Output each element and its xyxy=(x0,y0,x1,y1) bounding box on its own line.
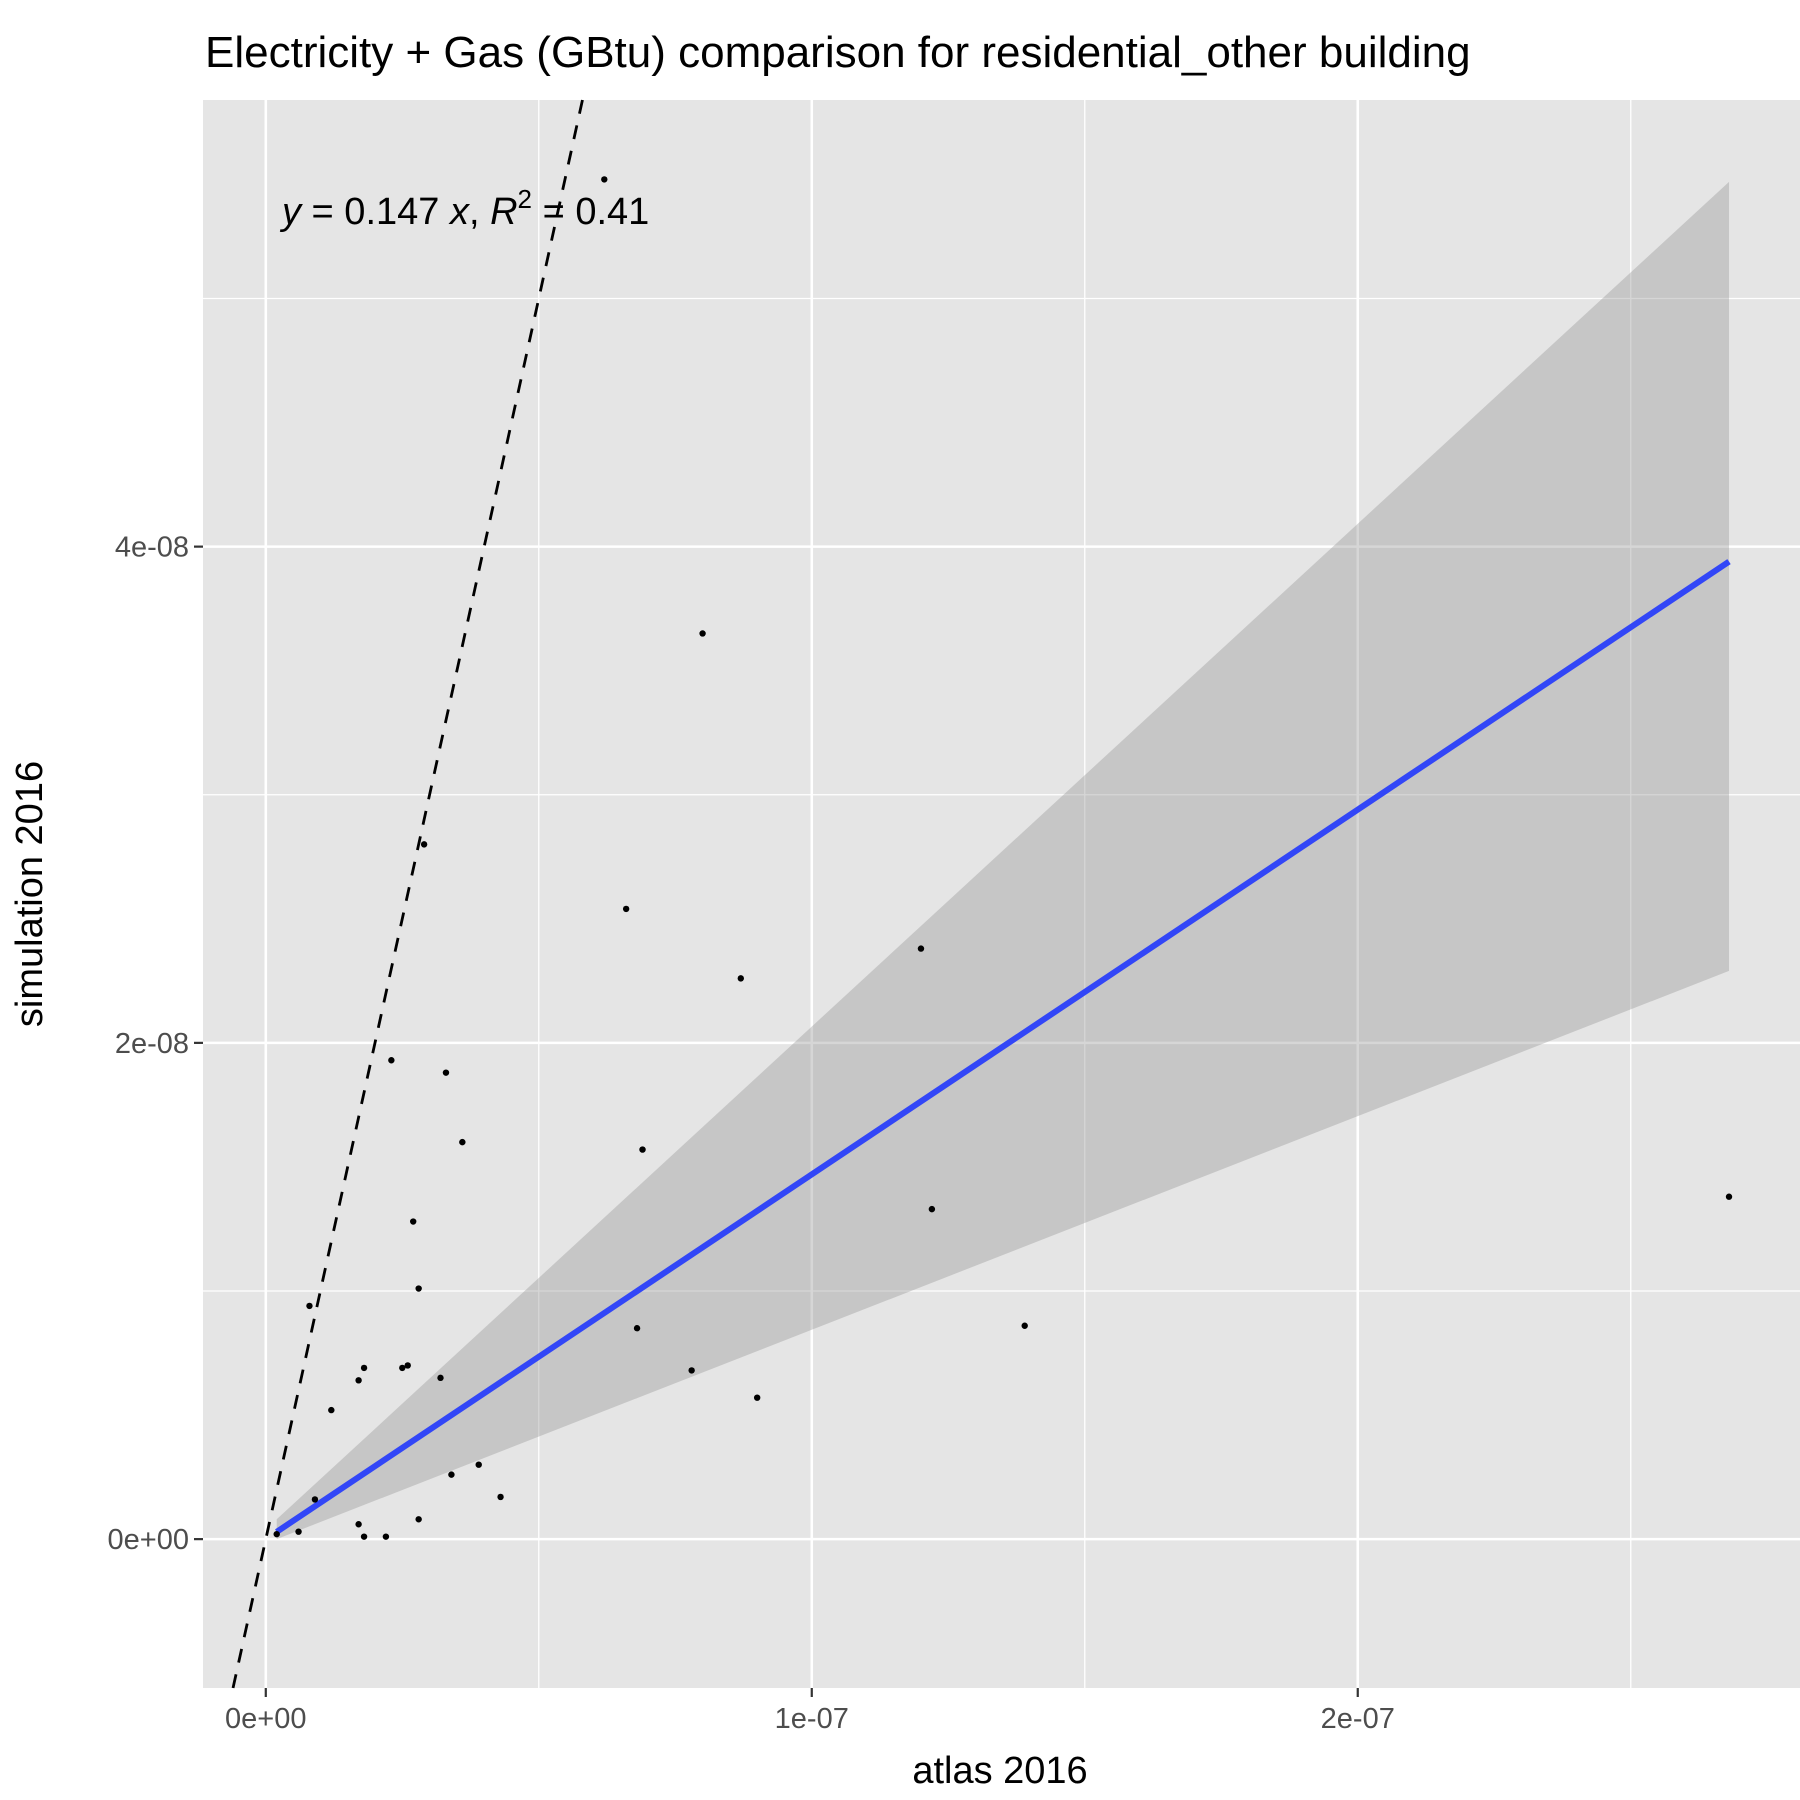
confidence-band xyxy=(276,181,1730,1540)
y-tick-label: 0e+00 xyxy=(108,1524,189,1556)
data-point xyxy=(917,945,925,952)
data-point xyxy=(497,1493,504,1501)
data-point xyxy=(410,1218,417,1225)
identity-line-layer xyxy=(231,99,584,1689)
data-point xyxy=(601,176,608,183)
data-point xyxy=(928,1205,936,1213)
confidence-band-layer xyxy=(276,181,1730,1540)
data-point xyxy=(448,1471,455,1478)
annotation-r: R xyxy=(490,191,517,233)
data-point xyxy=(442,1069,450,1076)
data-point xyxy=(688,1367,695,1374)
annotation-comma: , xyxy=(469,191,490,233)
annotation-y: y xyxy=(279,191,303,233)
x-tick-label: 1e-07 xyxy=(775,1703,849,1735)
data-point xyxy=(753,1394,761,1401)
data-point xyxy=(311,1496,319,1503)
data-point xyxy=(404,1362,411,1369)
data-point xyxy=(622,905,630,913)
grid-lines xyxy=(203,100,1800,1688)
axis-ticks: 0e+00 1e-07 2e-07 0e+00 2e-08 4e-08 xyxy=(108,532,1395,1735)
data-point xyxy=(699,630,706,637)
y-axis-title: simulation 2016 xyxy=(9,761,51,1027)
data-point xyxy=(306,1302,313,1310)
data-point xyxy=(639,1146,646,1153)
data-point xyxy=(737,975,744,982)
annotation-equals: = 0.147 xyxy=(301,191,450,233)
annotation-x: x xyxy=(448,191,471,233)
data-point xyxy=(355,1377,362,1384)
annotation-rsquared: = 0.41 xyxy=(532,191,649,233)
annotation-superscript: 2 xyxy=(518,184,532,214)
data-point xyxy=(388,1057,395,1064)
chart-title: Electricity + Gas (GBtu) comparison for … xyxy=(205,28,1471,77)
regression-annotation: y = 0.147 x, R2 = 0.41 xyxy=(279,184,649,233)
data-point xyxy=(360,1364,368,1372)
fit-line-layer xyxy=(275,559,1731,1535)
fit-line xyxy=(275,559,1731,1535)
data-point xyxy=(1021,1322,1028,1329)
data-point xyxy=(415,1285,422,1292)
data-point xyxy=(459,1138,466,1146)
data-point xyxy=(273,1530,280,1538)
data-point xyxy=(420,841,428,848)
points-layer xyxy=(273,176,1733,1540)
x-tick-label: 2e-07 xyxy=(1321,1703,1395,1735)
data-point xyxy=(415,1516,422,1523)
data-point xyxy=(360,1533,368,1540)
y-tick-label: 4e-08 xyxy=(115,532,189,564)
data-point xyxy=(295,1528,302,1535)
data-point xyxy=(475,1461,482,1468)
data-point xyxy=(399,1364,406,1372)
data-point xyxy=(437,1374,444,1382)
x-tick-label: 0e+00 xyxy=(225,1703,306,1735)
x-axis-title: atlas 2016 xyxy=(912,1750,1087,1792)
data-point xyxy=(1725,1193,1733,1200)
data-point xyxy=(328,1406,335,1414)
data-point xyxy=(382,1533,390,1540)
data-point xyxy=(633,1325,641,1332)
plot-panel xyxy=(203,100,1800,1688)
data-point xyxy=(355,1521,362,1528)
identity-line xyxy=(231,99,584,1689)
y-tick-label: 2e-08 xyxy=(115,1028,189,1060)
